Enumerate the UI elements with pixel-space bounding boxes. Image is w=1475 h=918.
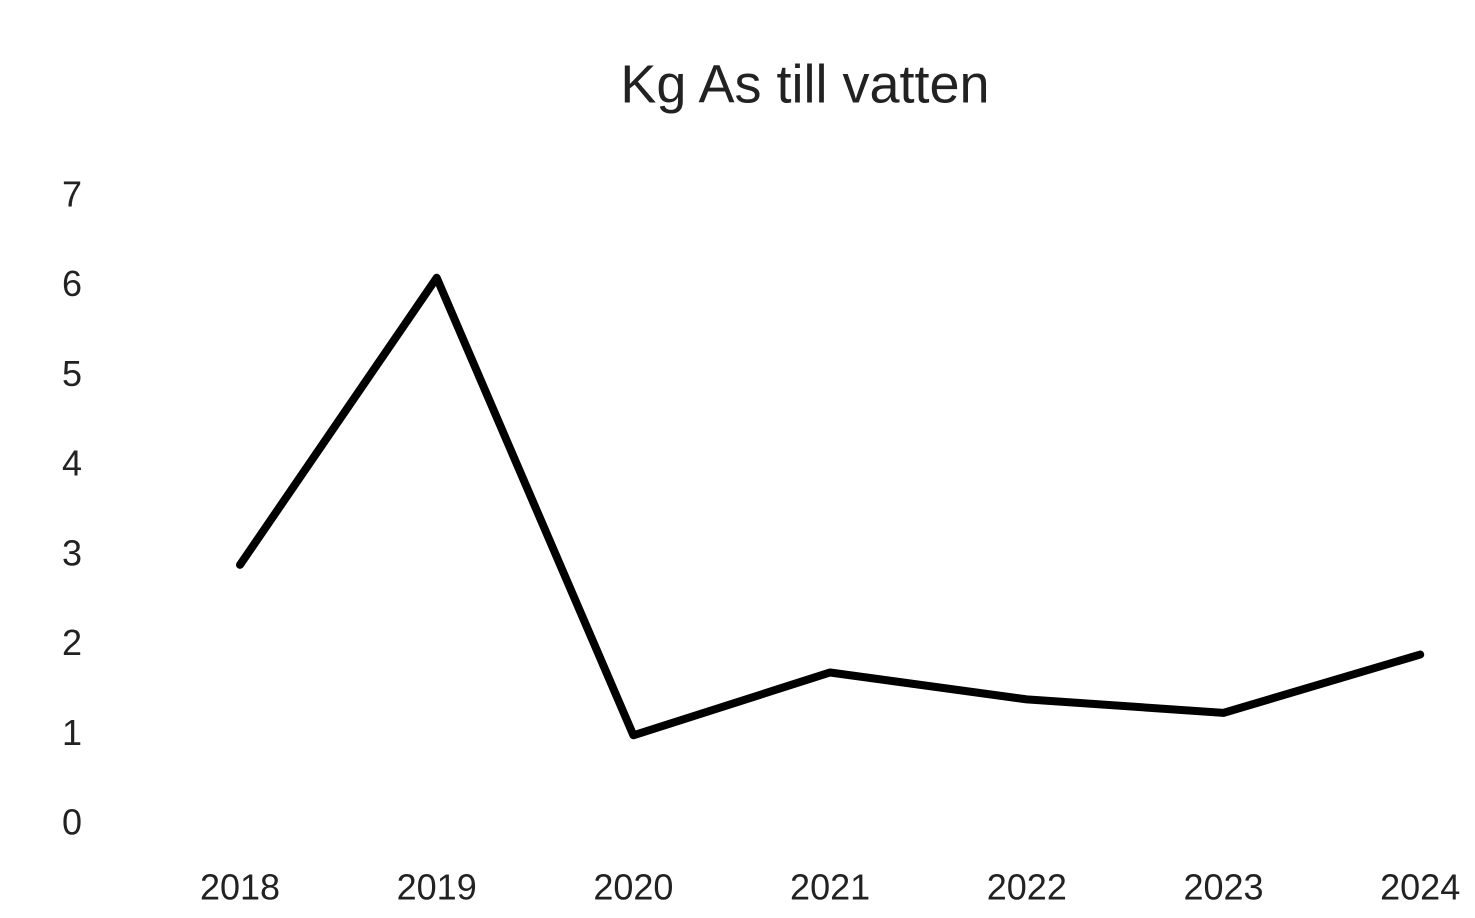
y-tick-label: 1	[62, 712, 82, 753]
y-tick-label: 5	[62, 353, 82, 394]
x-tick-label: 2019	[397, 867, 477, 908]
y-tick-label: 2	[62, 622, 82, 663]
x-tick-label: 2020	[593, 867, 673, 908]
line	[236, 273, 1425, 740]
y-tick-label: 7	[62, 174, 82, 215]
x-tick-label: 2018	[200, 867, 280, 908]
y-tick-label: 4	[62, 443, 82, 484]
x-tick-label: 2021	[790, 867, 870, 908]
y-tick-label: 0	[62, 802, 82, 843]
x-tick-label: 2022	[987, 867, 1067, 908]
x-tick-label: 2023	[1183, 867, 1263, 908]
y-tick-label: 3	[62, 532, 82, 573]
y-tick-label: 6	[62, 263, 82, 304]
chart-title: Kg As till vatten	[620, 54, 989, 114]
x-tick-label: 2024	[1380, 867, 1460, 908]
